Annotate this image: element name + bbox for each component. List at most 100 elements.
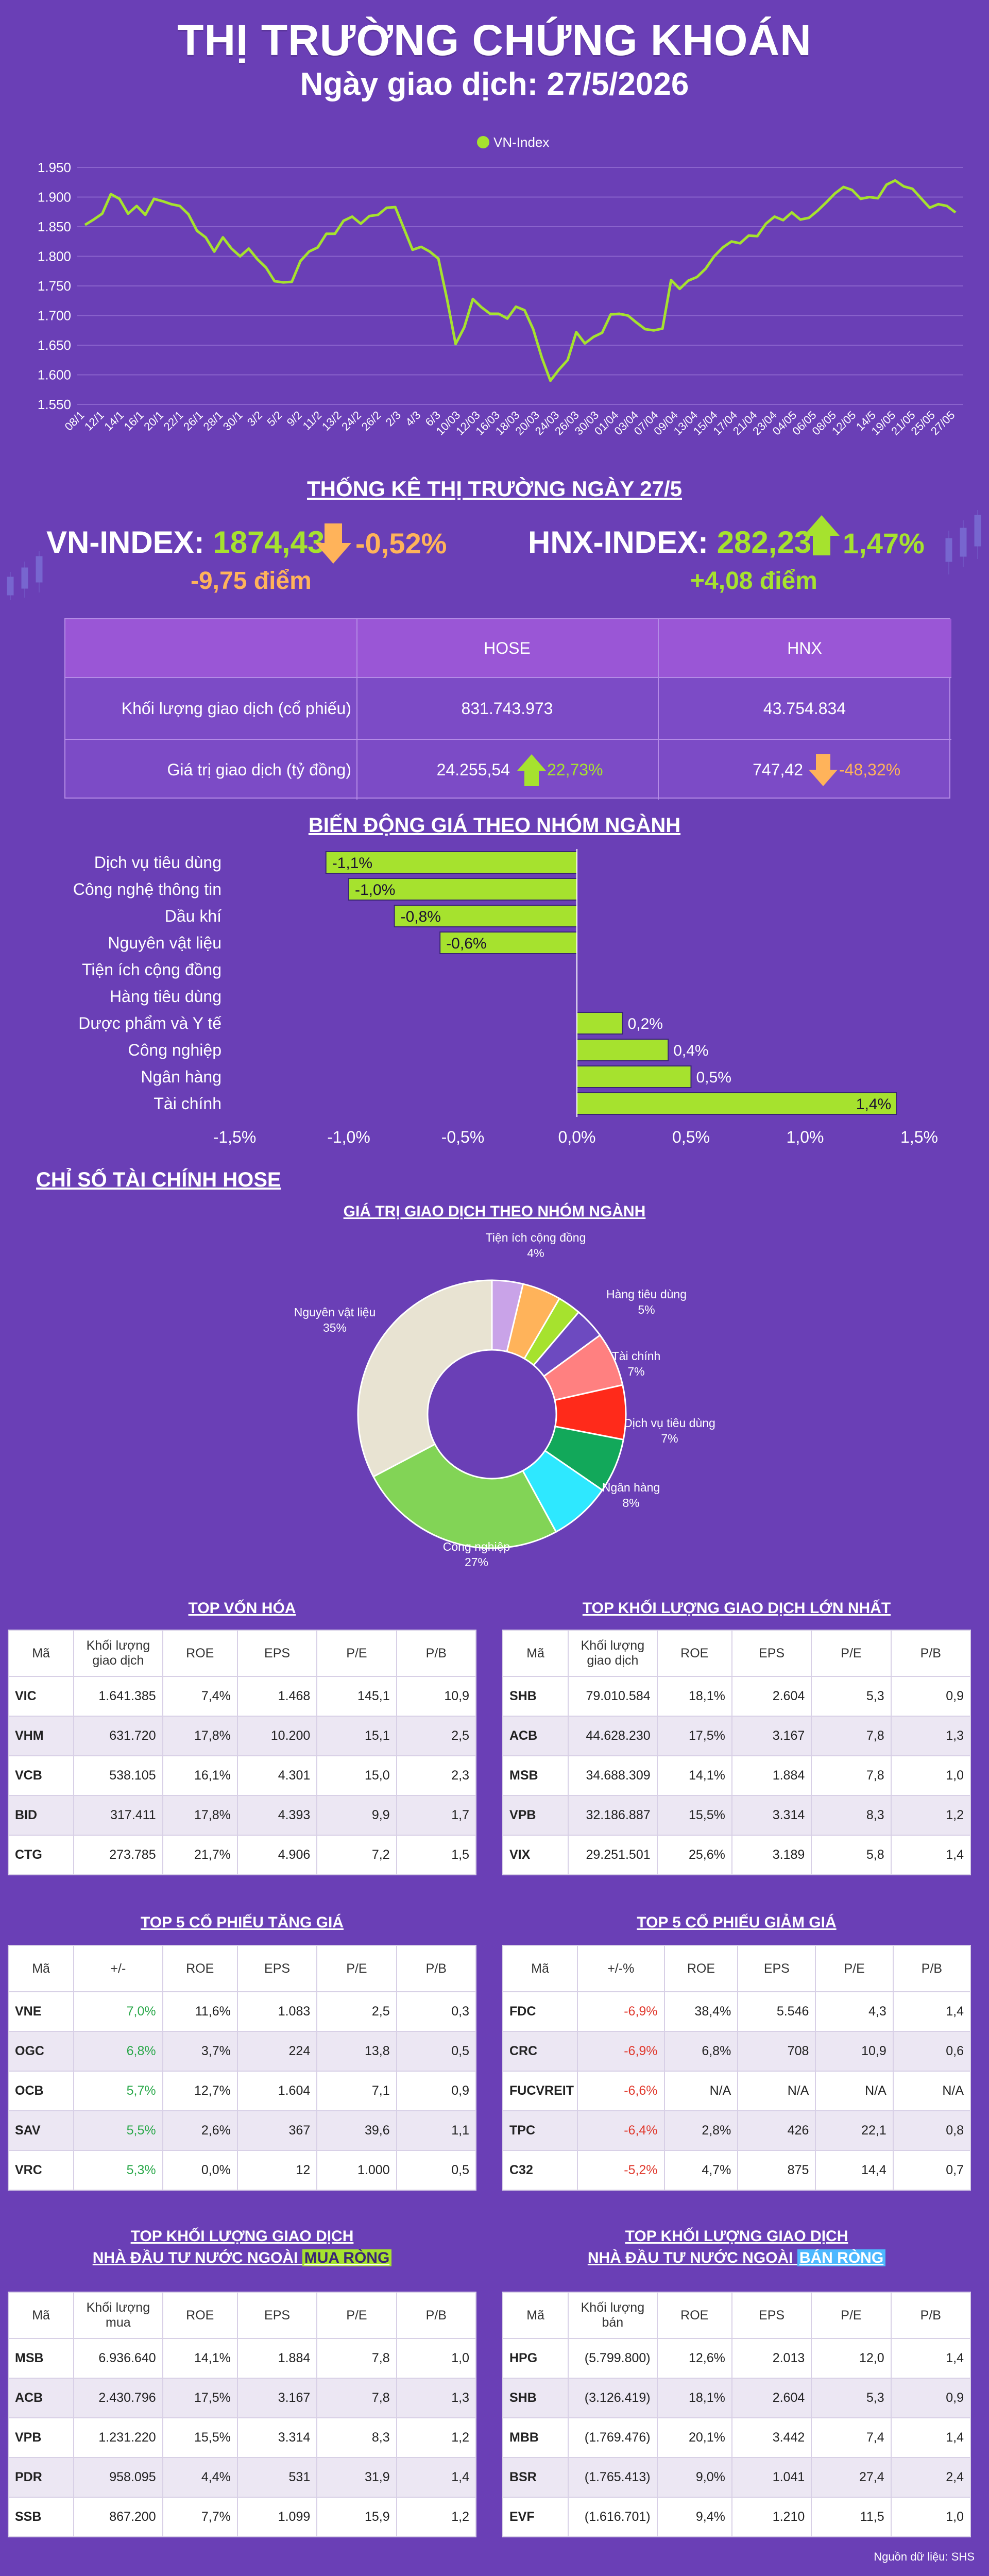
table-cell: 7,1: [316, 2071, 397, 2111]
arrow-up-icon: [517, 754, 546, 786]
x-tick-label: 5/2: [264, 409, 284, 429]
ticker-cell: SHB: [502, 2378, 569, 2418]
table-cell: 12,6%: [656, 2338, 732, 2379]
table-cell: 10,9: [815, 2031, 894, 2072]
ticker-cell: BID: [7, 1795, 75, 1836]
table-row: OCB 5,7% 12,7% 1.604 7,1 0,9: [7, 2071, 477, 2111]
x-tick-label: 26/2: [359, 409, 384, 433]
table-cell: 18,1%: [656, 2378, 732, 2418]
ticker-cell: VPB: [502, 1795, 569, 1836]
arrow-down-icon: [315, 523, 351, 564]
hose-value: 24.255,54: [436, 760, 510, 779]
table-cell: 2.013: [731, 2338, 812, 2379]
table-row: SHB 79.010.584 18,1% 2.604 5,3 0,9: [502, 1676, 971, 1717]
table-cell: 12,0: [811, 2338, 892, 2379]
table-cell: 4.906: [236, 1835, 318, 1875]
table-row: HPG (5.799.800) 12,6% 2.013 12,0 1,4: [502, 2338, 971, 2379]
table-header-cell: EPS: [236, 1945, 318, 1992]
x-tick-label: 13/2: [319, 409, 344, 433]
top-cap-table: Mã Khối lượng giao dịch ROE EPS P/E P/B VIC 1.64…: [7, 1630, 477, 1875]
ticker-cell: FDC: [502, 1991, 578, 2032]
ticker-cell: MSB: [502, 1755, 569, 1796]
table-cell: 2,3: [396, 1755, 477, 1796]
table-cell: 17,8%: [162, 1795, 238, 1836]
table-cell: 15,9: [316, 2497, 397, 2537]
table-header-cell: EPS: [236, 1630, 318, 1677]
x-tick-label: 16/1: [122, 409, 146, 433]
table-cell: 3.442: [731, 2417, 812, 2458]
table-cell: 867.200: [73, 2497, 163, 2537]
table-header-cell: Mã: [502, 1945, 578, 1992]
bar: [576, 1039, 669, 1061]
category-label: Công nghệ thông tin: [73, 880, 221, 899]
table-cell: 531: [236, 2457, 318, 2498]
table-header-cell: +/-: [73, 1945, 163, 1992]
market-stats-table: HOSE HNX Khối lượng giao dịch (cổ phiếu)…: [64, 618, 951, 800]
table-cell: 224: [236, 2031, 318, 2072]
legend-label: VN-Index: [493, 134, 549, 150]
table-cell: 1,4: [892, 1991, 971, 2032]
slice-label: Dịch vụ tiêu dùng: [624, 1416, 715, 1430]
legend-marker: [477, 136, 489, 148]
table-cell: 6.936.640: [73, 2338, 163, 2379]
y-tick-label: 1.850: [38, 219, 71, 234]
hose-volume: 831.743.973: [461, 699, 553, 718]
category-label: Dịch vụ tiêu dùng: [94, 853, 221, 872]
table-cell: 2,6%: [162, 2110, 238, 2151]
table-cell: 317.411: [73, 1795, 163, 1836]
table-cell: 25,6%: [656, 1835, 732, 1875]
table-cell: 1,2: [890, 1795, 971, 1836]
x-tick-label: 0,0%: [558, 1128, 596, 1146]
ticker-cell: C32: [502, 2150, 578, 2191]
slice-label: Ngân hàng: [602, 1481, 660, 1494]
vnindex-change: -0,52%: [355, 527, 447, 560]
table-cell: 3.167: [236, 2378, 318, 2418]
x-tick-label: 22/1: [161, 409, 186, 433]
bar: [576, 1092, 897, 1115]
vnindex-value: 1874,43: [213, 525, 325, 560]
x-tick-label: 20/1: [141, 409, 166, 433]
table-cell: 7,8: [811, 1716, 892, 1756]
category-label: Công nghiệp: [128, 1041, 221, 1059]
hnxindex-value: 282,23: [717, 525, 812, 560]
table-cell: 2.604: [731, 1676, 812, 1717]
table-cell: 38,4%: [663, 1991, 739, 2032]
table-cell: 0,9: [396, 2071, 477, 2111]
hnxindex-block: HNX-INDEX: 282,23: [528, 524, 811, 560]
ticker-cell: VIX: [502, 1835, 569, 1875]
table-cell: 6,8%: [73, 2031, 163, 2072]
hose-value-change: 22,73%: [547, 760, 603, 779]
table-row: VRC 5,3% 0,0% 12 1.000 0,5: [7, 2150, 477, 2191]
table-cell: 367: [236, 2110, 318, 2151]
table-cell: 9,9: [316, 1795, 397, 1836]
table-row: VPB 1.231.220 15,5% 3.314 8,3 1,2: [7, 2417, 477, 2458]
table-cell: 2,4: [890, 2457, 971, 2498]
foreign-buy-table: Mã Khối lượng mua ROE EPS P/E P/B MSB 6.936.640 1…: [7, 2292, 477, 2537]
table-cell: 6,8%: [663, 2031, 739, 2072]
table-header-cell: EPS: [236, 2292, 318, 2339]
y-tick-label: 1.950: [38, 160, 71, 175]
table-cell: 39,6: [316, 2110, 397, 2151]
table-cell: 3.314: [236, 2417, 318, 2458]
table-cell: 15,5%: [162, 2417, 238, 2458]
vnindex-block: VN-INDEX: 1874,43: [46, 524, 325, 560]
table-cell: 15,1: [316, 1716, 397, 1756]
table-cell: 17,5%: [656, 1716, 732, 1756]
x-tick-label: 4/3: [403, 409, 423, 429]
x-tick-label: -0,5%: [441, 1128, 485, 1146]
table-header-cell: Mã: [502, 2292, 569, 2339]
table-cell: 22,1: [815, 2110, 894, 2151]
table-row: VIC 1.641.385 7,4% 1.468 145,1 10,9: [7, 1676, 477, 1717]
table-header-cell: +/-%: [577, 1945, 665, 1992]
table-cell: N/A: [663, 2071, 739, 2111]
ticker-cell: MSB: [7, 2338, 75, 2379]
table-cell: 21,7%: [162, 1835, 238, 1875]
table-row: SHB (3.126.419) 18,1% 2.604 5,3 0,9: [502, 2378, 971, 2418]
table-cell: 15,5%: [656, 1795, 732, 1836]
slice-value-label: 7%: [627, 1365, 644, 1378]
x-tick-label: 28/1: [200, 409, 225, 433]
x-tick-label: 24/2: [339, 409, 364, 433]
table-cell: 3.189: [731, 1835, 812, 1875]
table-cell: N/A: [892, 2071, 971, 2111]
y-tick-label: 1.650: [38, 337, 71, 353]
